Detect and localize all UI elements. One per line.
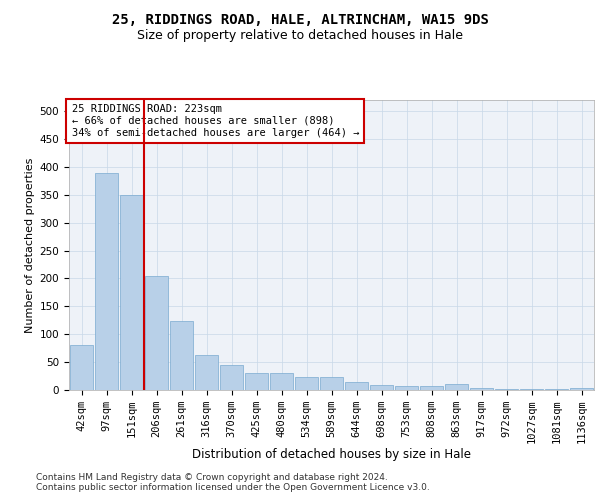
Bar: [220, 365, 243, 390]
Bar: [345, 382, 368, 390]
Bar: [545, 389, 568, 390]
Bar: [120, 195, 143, 390]
Bar: [420, 386, 443, 390]
Bar: [470, 388, 493, 390]
Bar: [95, 172, 118, 390]
Text: 25 RIDDINGS ROAD: 223sqm
← 66% of detached houses are smaller (898)
34% of semi-: 25 RIDDINGS ROAD: 223sqm ← 66% of detach…: [71, 104, 359, 138]
Bar: [395, 386, 418, 390]
Bar: [70, 346, 93, 390]
Text: Size of property relative to detached houses in Hale: Size of property relative to detached ho…: [137, 29, 463, 42]
Bar: [270, 372, 293, 390]
Text: 25, RIDDINGS ROAD, HALE, ALTRINCHAM, WA15 9DS: 25, RIDDINGS ROAD, HALE, ALTRINCHAM, WA1…: [112, 12, 488, 26]
Text: Contains HM Land Registry data © Crown copyright and database right 2024.
Contai: Contains HM Land Registry data © Crown c…: [36, 473, 430, 492]
X-axis label: Distribution of detached houses by size in Hale: Distribution of detached houses by size …: [192, 448, 471, 460]
Bar: [170, 322, 193, 390]
Bar: [245, 372, 268, 390]
Bar: [445, 384, 468, 390]
Bar: [145, 276, 168, 390]
Bar: [495, 389, 518, 390]
Y-axis label: Number of detached properties: Number of detached properties: [25, 158, 35, 332]
Bar: [295, 376, 318, 390]
Bar: [520, 389, 543, 390]
Bar: [195, 355, 218, 390]
Bar: [570, 388, 593, 390]
Bar: [320, 376, 343, 390]
Bar: [370, 385, 393, 390]
